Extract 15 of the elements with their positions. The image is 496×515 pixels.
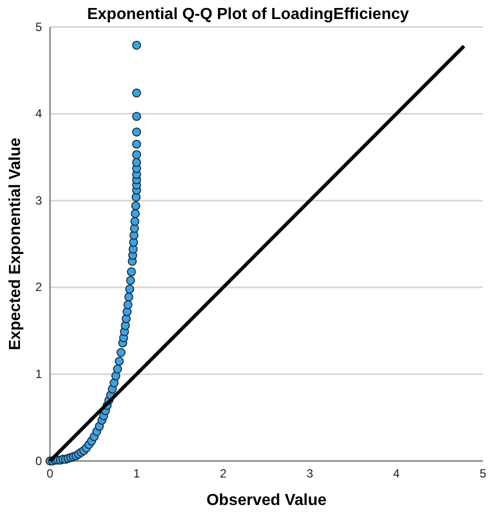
y-tick-label: 1 [35, 367, 42, 382]
y-tick-label: 4 [35, 106, 42, 121]
y-tick-label: 3 [35, 193, 42, 208]
x-tick-label: 3 [306, 466, 314, 481]
x-axis-title: Observed Value [206, 492, 327, 509]
x-tick-label: 5 [480, 466, 487, 481]
x-tick-label: 4 [393, 466, 400, 481]
chart-title: Exponential Q-Q Plot of LoadingEfficiency [87, 6, 409, 23]
y-tick-label: 0 [35, 454, 42, 468]
x-tick-label: 1 [133, 466, 140, 481]
y-tick-label: 2 [35, 280, 42, 294]
y-axis-title: Expected Exponential Value [7, 138, 24, 350]
x-tick-label: 0 [46, 466, 54, 481]
x-tick-label: 2 [220, 466, 227, 481]
y-tick-label: 5 [35, 20, 42, 34]
